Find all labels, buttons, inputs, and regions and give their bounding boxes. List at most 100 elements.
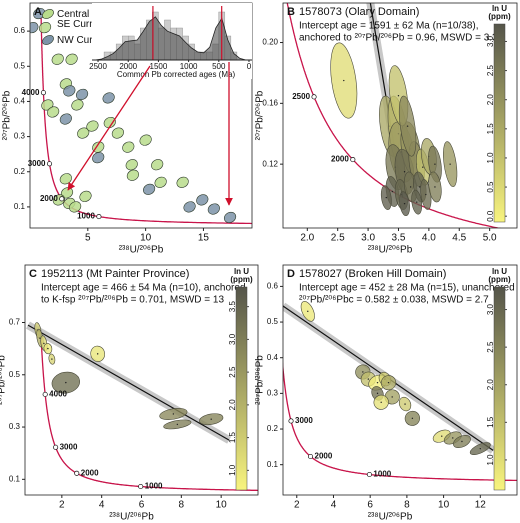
center-dot bbox=[419, 186, 421, 188]
center-dot bbox=[43, 342, 45, 345]
center-dot bbox=[387, 381, 390, 384]
panel-label: D bbox=[287, 268, 295, 280]
x-tick-label: 3.0 bbox=[361, 233, 375, 244]
center-dot bbox=[403, 202, 406, 205]
x-tick-label: 2 bbox=[59, 500, 65, 511]
data-ellipse bbox=[143, 183, 156, 195]
colorbar-tick-label: 0.0 bbox=[486, 210, 495, 222]
center-dot bbox=[367, 378, 370, 380]
concordia-marker bbox=[138, 483, 144, 490]
center-dot bbox=[51, 358, 53, 360]
colorbar-tick-label: 2.0 bbox=[486, 94, 495, 106]
y-axis-label: ²⁰⁷Pb/²⁰⁶Pb bbox=[255, 90, 266, 140]
concordia-age-label: 1000 bbox=[77, 212, 95, 221]
y-tick-label: 0.3 bbox=[14, 132, 26, 141]
colorbar-label: (ppm) bbox=[488, 275, 511, 284]
concordia-marker bbox=[46, 161, 53, 167]
data-ellipse bbox=[33, 7, 46, 20]
center-dot bbox=[391, 396, 393, 398]
x-tick-label: 4.0 bbox=[422, 233, 436, 244]
colorbar-tick-label: 1.0 bbox=[486, 152, 495, 164]
data-ellipse bbox=[126, 169, 139, 181]
center-dot bbox=[210, 418, 212, 420]
y-tick-label: 0.5 bbox=[267, 317, 279, 326]
center-dot bbox=[376, 392, 379, 395]
concordia-age-label: 2500 bbox=[292, 92, 310, 101]
panel-title: 1578027 (Broken Hill Domain) bbox=[299, 268, 446, 280]
center-dot bbox=[380, 401, 382, 403]
colorbar-tick-label: 1.5 bbox=[486, 123, 495, 135]
center-dot bbox=[391, 190, 394, 193]
plot-content bbox=[26, 321, 258, 492]
colorbar bbox=[235, 286, 248, 491]
concordia-marker bbox=[40, 90, 46, 96]
center-dot bbox=[403, 171, 406, 173]
x-axis-label: ²³⁸U/²⁰⁶Pb bbox=[109, 512, 154, 523]
y-tick-label: 0.12 bbox=[262, 159, 278, 168]
colorbar-tick-label: 3.0 bbox=[228, 333, 237, 345]
x-tick-label: 2.0 bbox=[300, 233, 314, 244]
data-ellipse bbox=[207, 203, 220, 215]
colorbar-label: (ppm) bbox=[488, 12, 511, 21]
y-tick-label: 0.16 bbox=[262, 98, 278, 107]
concordia bbox=[286, 3, 502, 228]
x-tick-label: 15 bbox=[198, 233, 210, 244]
center-dot bbox=[479, 447, 481, 450]
data-ellipse bbox=[86, 120, 99, 132]
data-ellipse bbox=[30, 22, 39, 34]
data-ellipse bbox=[79, 190, 92, 202]
center-dot bbox=[452, 437, 454, 439]
data-ellipse bbox=[75, 88, 89, 100]
y-tick-label: 0.4 bbox=[14, 97, 26, 106]
x-axis-label: ²³⁸U/²⁰⁶Pb bbox=[119, 245, 164, 256]
x-tick-label: 8 bbox=[404, 500, 410, 511]
concordia bbox=[40, 338, 258, 492]
data-ellipse bbox=[71, 99, 84, 111]
inset-tick-label: 500 bbox=[212, 62, 226, 71]
y-tick-label: 0.2 bbox=[14, 167, 26, 176]
colorbar bbox=[493, 23, 506, 223]
regression-line bbox=[27, 324, 230, 441]
x-tick-label: 6 bbox=[139, 500, 145, 511]
center-dot bbox=[385, 196, 388, 199]
annotation: Intercept age = 452 ± 28 Ma (n=15), unan… bbox=[299, 283, 515, 294]
center-dot bbox=[434, 186, 436, 188]
colorbar-tick-label: 2.5 bbox=[486, 341, 495, 353]
panel-label: C bbox=[29, 268, 37, 280]
data-ellipse bbox=[154, 176, 167, 188]
center-dot bbox=[434, 163, 436, 165]
colorbar-label: (ppm) bbox=[230, 275, 253, 284]
center-dot bbox=[406, 125, 409, 127]
data-ellipse bbox=[65, 53, 78, 65]
center-dot bbox=[47, 347, 49, 350]
y-tick-label: 0.5 bbox=[14, 61, 26, 70]
data-ellipse bbox=[47, 106, 60, 118]
y-tick-label: 0.7 bbox=[9, 318, 21, 327]
center-dot bbox=[376, 381, 379, 384]
colorbar-tick-label: 2.5 bbox=[486, 64, 495, 76]
inset: 2500 2000 1500 1000 500 0 Common Pb corrected … bbox=[89, 3, 252, 79]
center-dot bbox=[65, 381, 67, 384]
concordia-marker bbox=[350, 157, 356, 163]
y-tick-label: 0.1 bbox=[9, 474, 21, 483]
inset-tick-label: 2000 bbox=[119, 62, 137, 71]
center-dot bbox=[409, 186, 412, 188]
center-dot bbox=[416, 201, 418, 203]
plot-content bbox=[286, 3, 502, 228]
concordia-age-label: 3000 bbox=[295, 416, 313, 425]
colorbar-label: ln U bbox=[492, 4, 507, 13]
x-tick-label: 12 bbox=[475, 500, 487, 511]
concordia-age-label: 2000 bbox=[331, 155, 349, 164]
center-dot bbox=[362, 371, 364, 373]
density-area bbox=[95, 16, 246, 60]
plot-content bbox=[283, 301, 517, 482]
colorbar-tick-label: 1.5 bbox=[486, 416, 495, 428]
annotation: Intercept age = 466 ± 54 Ma (n=10), anch… bbox=[41, 283, 246, 294]
x-axis-label: ²³⁸U/²⁰⁶Pb bbox=[368, 245, 413, 256]
plot-content bbox=[30, 7, 252, 225]
center-dot bbox=[172, 413, 175, 415]
y-tick-label: 0.6 bbox=[14, 26, 26, 35]
data-ellipse bbox=[63, 85, 76, 97]
data-ellipse bbox=[111, 127, 124, 139]
